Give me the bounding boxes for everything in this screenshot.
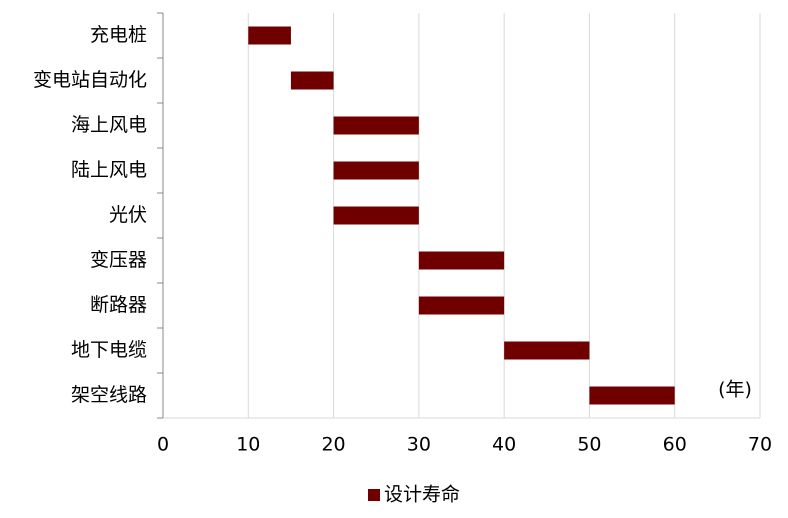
x-tick-label: 20: [321, 434, 345, 456]
bar: [333, 161, 419, 180]
bar: [333, 116, 419, 135]
y-tick-label: 变电站自动化: [33, 69, 147, 91]
y-tick-label: 光伏: [109, 204, 147, 226]
y-tick-label: 海上风电: [71, 114, 147, 136]
bar: [504, 341, 590, 360]
x-tick-label: 50: [577, 434, 601, 456]
y-tick-label: 地下电缆: [71, 339, 147, 361]
x-tick-label: 0: [157, 434, 169, 456]
bar: [290, 71, 334, 90]
y-tick-label: 断路器: [90, 294, 147, 316]
unit-annotation: (年): [718, 379, 752, 401]
y-tick-label: 陆上风电: [71, 159, 147, 181]
legend-label: 设计寿命: [384, 484, 460, 506]
y-tick-label: 充电桩: [90, 24, 147, 46]
bar: [333, 206, 419, 225]
bar: [248, 26, 291, 45]
legend-swatch: [368, 489, 380, 501]
y-tick-label: 架空线路: [71, 384, 147, 406]
bar: [589, 386, 675, 405]
x-tick-label: 30: [407, 434, 431, 456]
x-tick-label: 60: [663, 434, 687, 456]
x-tick-label: 40: [492, 434, 516, 456]
x-tick-label: 70: [748, 434, 772, 456]
bar: [418, 296, 505, 315]
x-tick-label: 10: [236, 434, 260, 456]
bar: [418, 251, 505, 270]
y-tick-label: 变压器: [90, 249, 147, 271]
